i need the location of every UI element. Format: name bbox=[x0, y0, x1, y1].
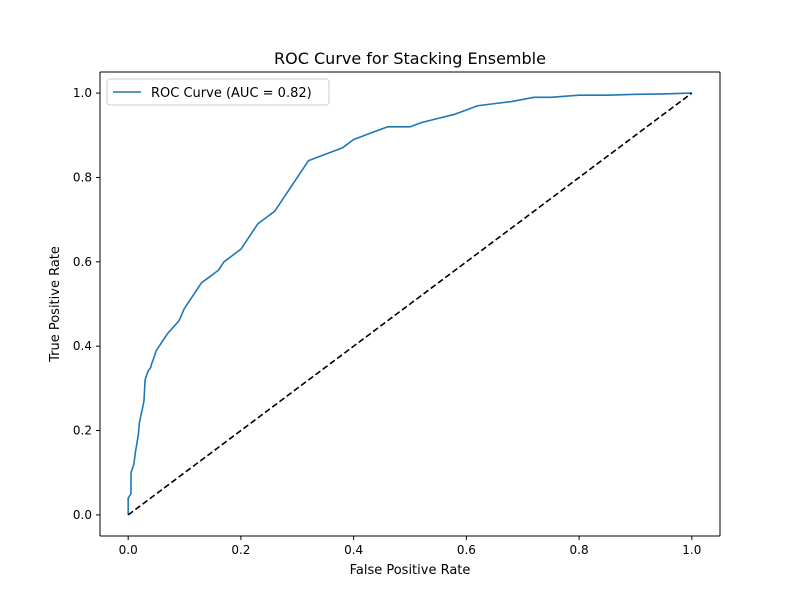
y-tick-label: 0.8 bbox=[73, 170, 92, 184]
y-tick-label: 0.6 bbox=[73, 255, 92, 269]
y-tick-label: 0.2 bbox=[73, 424, 92, 438]
roc-curve-line bbox=[127, 92, 692, 515]
x-tick-label: 1.0 bbox=[682, 543, 701, 557]
chance-diagonal-line bbox=[127, 92, 693, 516]
x-tick-label: 0.4 bbox=[344, 543, 363, 557]
series-layer bbox=[127, 92, 693, 516]
legend-box bbox=[106, 78, 330, 106]
x-axis-label: False Positive Rate bbox=[350, 563, 471, 578]
y-tick-label: 0.4 bbox=[73, 339, 92, 353]
x-tick-label: 0.6 bbox=[457, 543, 476, 557]
chart-title: ROC Curve for Stacking Ensemble bbox=[274, 49, 546, 68]
y-tick-label: 0.0 bbox=[73, 508, 92, 522]
y-axis-label: True Positive Rate bbox=[48, 246, 63, 363]
x-tick-label: 0.8 bbox=[570, 543, 589, 557]
legend-label: ROC Curve (AUC = 0.82) bbox=[151, 86, 312, 101]
axes-layer bbox=[99, 71, 721, 537]
y-tick-label: 1.0 bbox=[73, 86, 92, 100]
x-tick-label: 0.2 bbox=[231, 543, 250, 557]
x-tick-label: 0.0 bbox=[119, 543, 138, 557]
ticks-layer: 0.0 0.2 0.4 0.6 0.8 1.0 0.0 0.2 0.4 0.6 0.8 1.0 bbox=[73, 86, 701, 557]
legend: ROC Curve (AUC = 0.82) bbox=[106, 78, 330, 106]
